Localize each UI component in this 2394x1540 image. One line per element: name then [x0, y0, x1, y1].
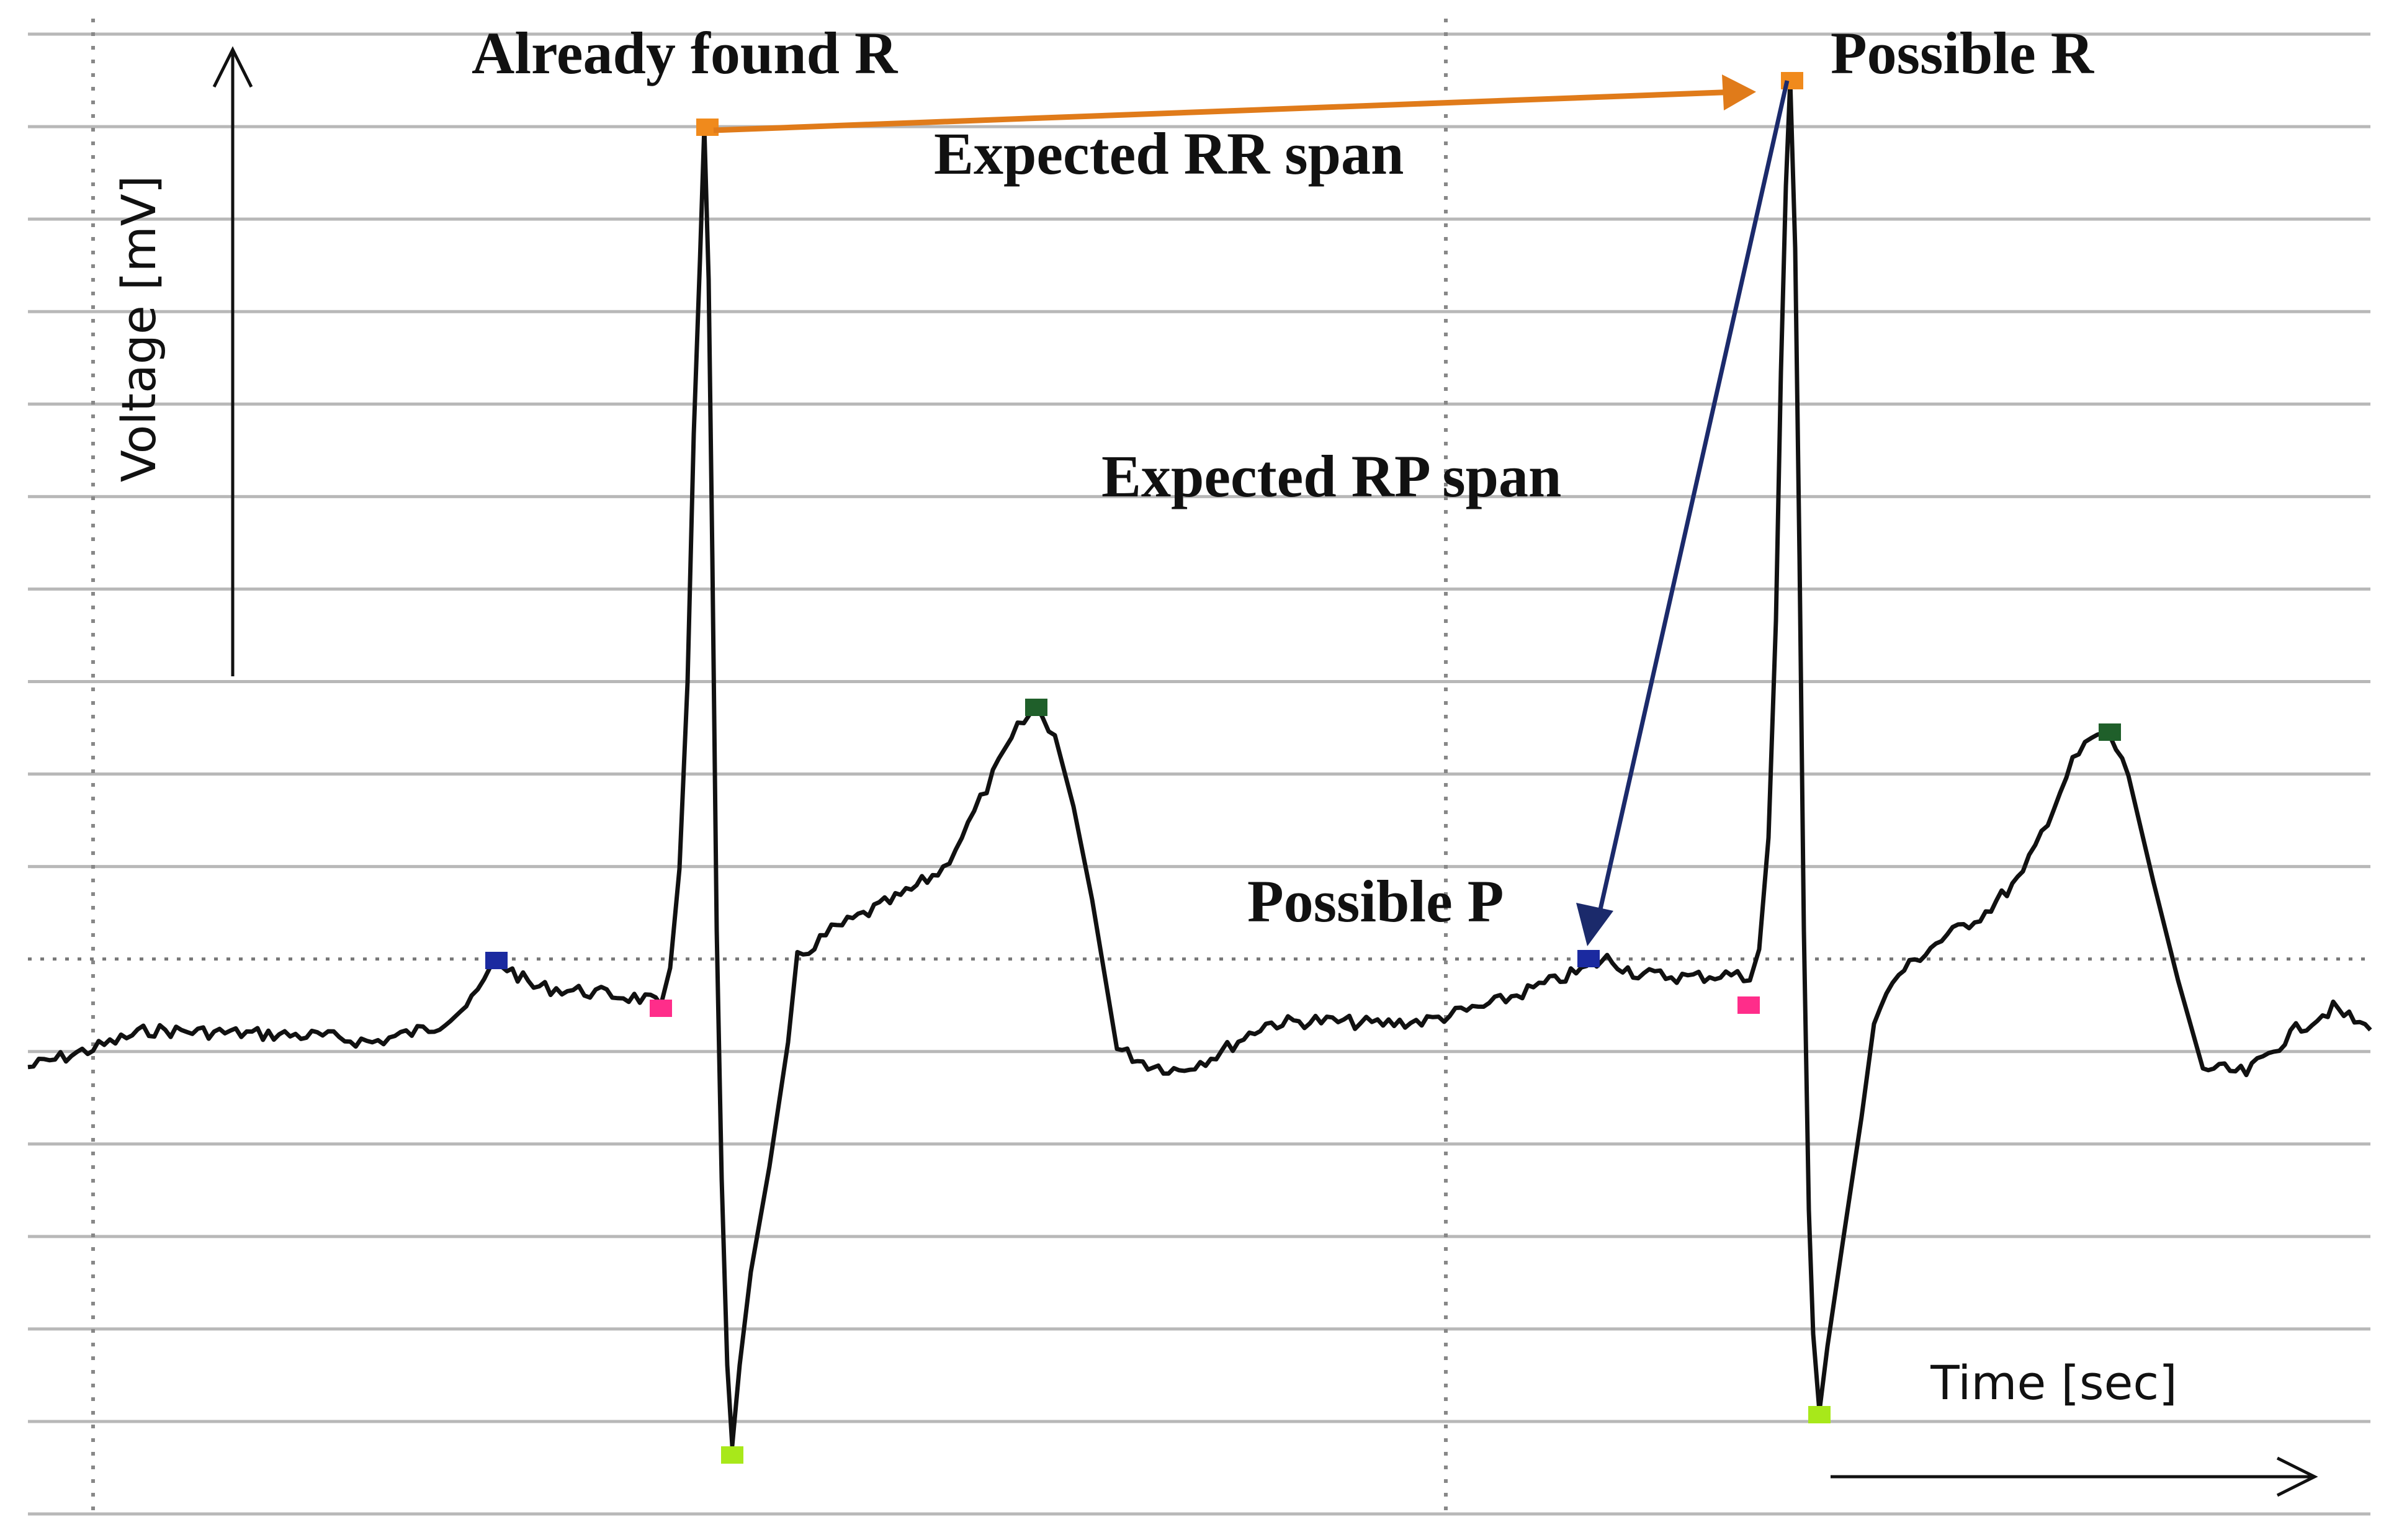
already-found-r-label: Already found R [472, 20, 899, 86]
rp-span-arrow [1576, 80, 1790, 946]
marker-s-beat-1 [721, 1446, 743, 1464]
expected-rp-span-label: Expected RP span [1101, 443, 1561, 509]
marker-q-beat-1 [650, 1000, 672, 1017]
ecg-trace [27, 78, 2372, 1448]
marker-p-beat-1 [485, 952, 508, 969]
marker-p-beat-2 [1577, 950, 1600, 967]
expected-rr-span-label: Expected RR span [934, 120, 1404, 187]
possible-r-label: Possible R [1831, 20, 2095, 86]
marker-t-beat-1 [1025, 699, 1047, 716]
marker-t-beat-2 [2099, 723, 2121, 741]
chart-grid [28, 19, 2370, 1516]
x-axis-label: Time [sec] [1930, 1355, 2177, 1410]
possible-p-label: Possible P [1247, 868, 1504, 934]
marker-r-beat-1 [696, 119, 719, 136]
rr-span-arrow [713, 74, 1756, 133]
marker-s-beat-2 [1808, 1406, 1831, 1423]
fiducial-markers [485, 72, 2121, 1464]
x-axis-arrow [1831, 1456, 2318, 1497]
y-axis-label: Voltage [mV] [111, 176, 166, 483]
marker-q-beat-2 [1737, 996, 1760, 1014]
y-axis-arrow [212, 46, 253, 676]
